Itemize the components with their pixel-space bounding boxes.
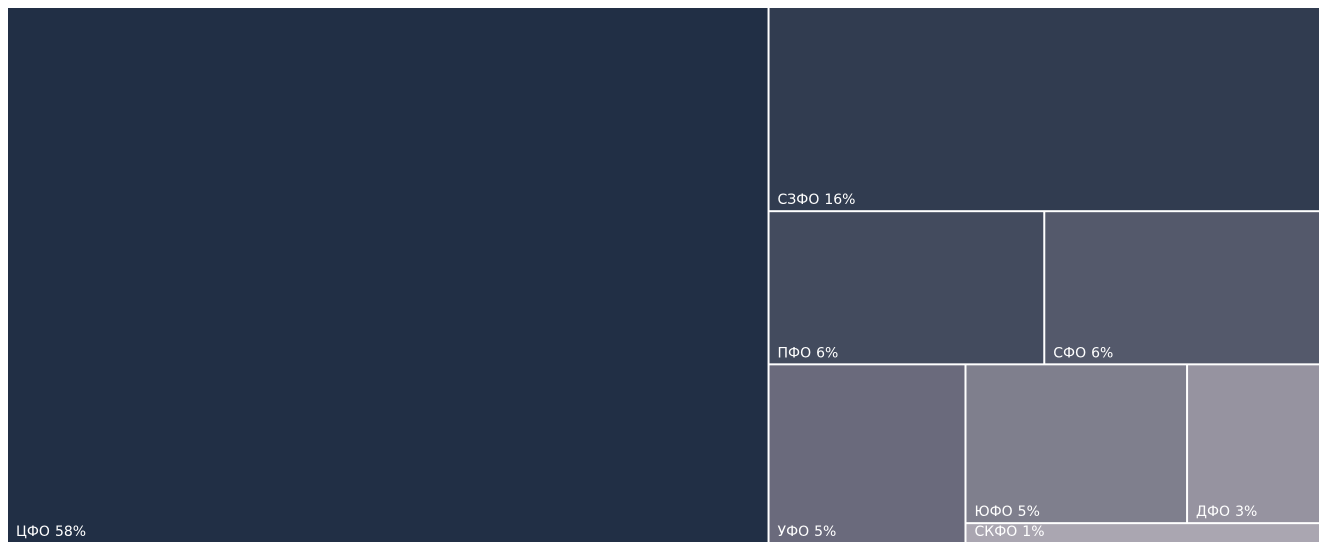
cell-value: 5%	[1018, 504, 1040, 520]
cell-name: ПФО	[778, 345, 812, 361]
cell-value: 6%	[816, 345, 838, 361]
cell-name: ДФО	[1196, 504, 1230, 520]
cell-label: ЦФО 58%	[16, 524, 86, 540]
cell-label: СЗФО 16%	[778, 192, 856, 208]
cell-name: ЮФО	[974, 504, 1012, 520]
cell-value: 6%	[1091, 345, 1113, 361]
treemap-cell	[769, 8, 1319, 211]
cell-value: 16%	[824, 192, 855, 208]
cell-label: ЮФО 5%	[974, 504, 1039, 520]
treemap-cell	[769, 365, 965, 542]
cell-value: 1%	[1022, 524, 1044, 540]
treemap-cell	[1188, 365, 1319, 523]
treemap-cell	[1045, 212, 1319, 364]
treemap-cell	[8, 8, 768, 542]
cell-value: 3%	[1235, 504, 1257, 520]
cell-name: СЗФО	[778, 192, 820, 208]
cell-name: УФО	[778, 524, 810, 540]
cell-value: 5%	[814, 524, 836, 540]
cell-label: СФО 6%	[1053, 345, 1113, 361]
treemap-cell	[966, 524, 1319, 542]
cell-label: ДФО 3%	[1196, 504, 1257, 520]
cell-label: ПФО 6%	[778, 345, 839, 361]
cell-label: УФО 5%	[778, 524, 837, 540]
cell-value: 58%	[55, 524, 86, 540]
treemap-cell	[966, 365, 1187, 523]
treemap-cell	[769, 212, 1044, 364]
cell-label: СКФО 1%	[974, 524, 1044, 540]
cell-name: ЦФО	[16, 524, 50, 540]
cell-name: СКФО	[974, 524, 1017, 540]
cell-name: СФО	[1053, 345, 1086, 361]
